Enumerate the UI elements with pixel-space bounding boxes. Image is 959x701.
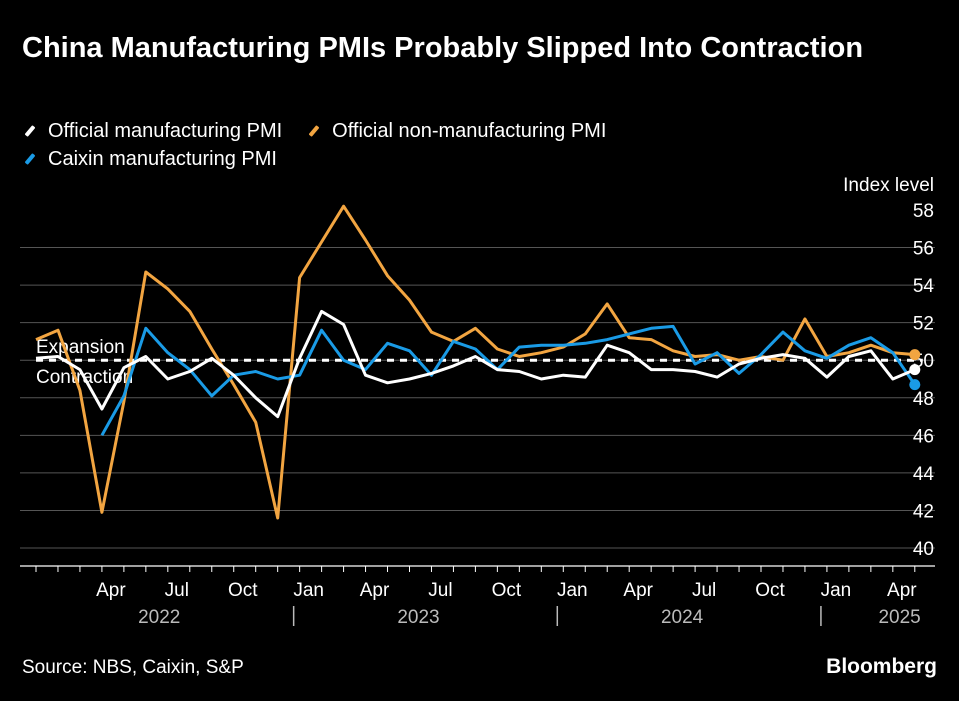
legend: Official manufacturing PMI Official non-… <box>22 117 922 173</box>
legend-item-caixin-manufacturing: Caixin manufacturing PMI <box>22 148 277 171</box>
y-tick-label-56: 56 <box>913 239 934 260</box>
series-line-official-non-manufacturing-pmi <box>35 204 915 520</box>
y-tick-label-54: 54 <box>913 276 935 297</box>
bloomberg-logo: Bloomberg <box>826 655 937 678</box>
year-label-2025: 2025 <box>878 607 920 628</box>
source-note: Source: NBS, Caixin, S&P <box>22 657 244 678</box>
legend-item-official-non-manufacturing: Official non-manufacturing PMI <box>306 120 606 143</box>
x-tick-label-2022-07: Jul <box>165 580 189 601</box>
year-label-2024: 2024 <box>661 607 704 628</box>
x-tick-label-2023-04: Apr <box>360 580 390 601</box>
y-tick-label-46: 46 <box>913 426 934 447</box>
y-tick-label-40: 40 <box>913 539 934 560</box>
x-tick-label-2024-10: Oct <box>755 580 785 601</box>
y-tick-label-48: 48 <box>913 389 934 410</box>
y-tick-label-42: 42 <box>913 501 934 522</box>
x-tick-label-2024-07: Jul <box>692 580 716 601</box>
x-tick-label-2022-04: Apr <box>96 580 126 601</box>
legend-label-official-manufacturing: Official manufacturing PMI <box>48 119 283 142</box>
y-axis-title: Index level <box>843 175 934 196</box>
x-tick-label-2025-01: Jan <box>821 580 852 601</box>
legend-item-official-manufacturing: Official manufacturing PMI <box>22 120 282 143</box>
chart-title: China Manufacturing PMIs Probably Slippe… <box>22 32 864 64</box>
legend-swatch-official-non-manufacturing <box>308 125 320 137</box>
x-tick-label-2024-01: Jan <box>557 580 588 601</box>
x-tick-label-2024-04: Apr <box>623 580 653 601</box>
x-tick-label-2022-10: Oct <box>228 580 258 601</box>
y-tick-label-58: 58 <box>913 201 934 222</box>
series-line-caixin-manufacturing-pmi <box>100 324 917 437</box>
legend-label-official-non-manufacturing: Official non-manufacturing PMI <box>332 119 607 142</box>
year-label-2023: 2023 <box>397 607 439 628</box>
series-endpoint-official-manufacturing-pmi <box>909 364 921 376</box>
year-label-2022: 2022 <box>138 607 180 628</box>
series-endpoint-caixin-manufacturing-pmi <box>909 379 921 391</box>
x-tick-label-2025-04: Apr <box>887 580 917 601</box>
y-tick-label-52: 52 <box>913 314 934 335</box>
x-tick-label-2023-10: Oct <box>492 580 522 601</box>
y-tick-label-44: 44 <box>913 464 935 485</box>
legend-swatch-caixin-manufacturing <box>24 153 36 165</box>
x-tick-label-2023-01: Jan <box>293 580 324 601</box>
legend-swatch-official-manufacturing <box>24 125 36 137</box>
series-line-official-manufacturing-pmi <box>35 309 916 419</box>
x-tick-label-2023-07: Jul <box>428 580 452 601</box>
expansion-label: Expansion <box>36 337 125 358</box>
legend-label-caixin-manufacturing: Caixin manufacturing PMI <box>48 147 277 170</box>
series-endpoint-official-non-manufacturing-pmi <box>909 349 921 361</box>
